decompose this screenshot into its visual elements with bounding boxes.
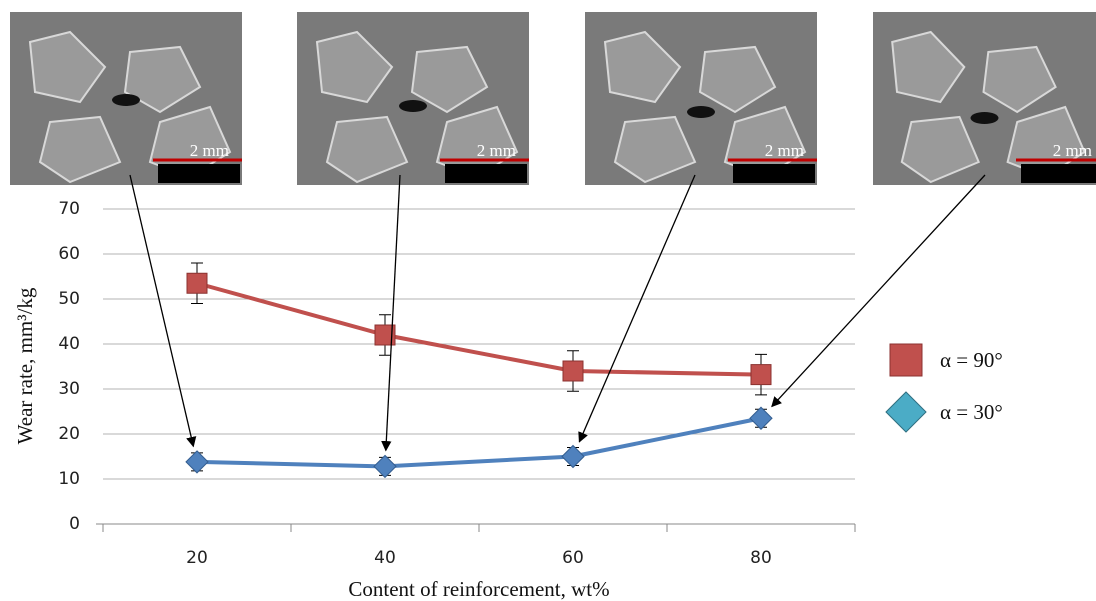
x-tick-label: 40: [374, 548, 396, 568]
data-point: [374, 455, 396, 477]
info-box: [733, 164, 815, 183]
pore: [687, 106, 715, 118]
data-point: [750, 407, 772, 429]
y-tick-label: 10: [58, 469, 80, 489]
y-tick-label: 20: [58, 424, 80, 444]
micrograph: 2 mm: [10, 12, 242, 185]
data-point: [187, 273, 207, 293]
arrow: [386, 175, 400, 450]
series-line: [197, 418, 761, 466]
legend-label: α = 90°: [940, 348, 1003, 372]
micrograph: 2 mm: [873, 12, 1096, 185]
x-tick-label: 60: [562, 548, 584, 568]
info-box: [445, 164, 527, 183]
data-point: [186, 451, 208, 473]
chart: Content of reinforcement, wt% Wear rate,…: [0, 0, 1096, 601]
y-tick-label: 70: [58, 199, 80, 219]
x-tick-label: 20: [186, 548, 208, 568]
data-point: [751, 365, 771, 385]
y-tick-label: 0: [69, 514, 80, 534]
pore: [399, 100, 427, 112]
pore: [112, 94, 140, 106]
micrograph: 2 mm: [297, 12, 529, 185]
x-axis-label: Content of reinforcement, wt%: [348, 577, 609, 601]
info-box: [1021, 164, 1096, 183]
x-tick-label: 80: [750, 548, 772, 568]
arrow: [130, 175, 193, 446]
y-tick-label: 50: [58, 289, 80, 309]
scale-label: 2 mm: [765, 141, 804, 160]
micrograph: 2 mm: [585, 12, 817, 185]
legend-item: α = 30°: [886, 392, 1003, 432]
y-axis-label: Wear rate, mm³/kg: [13, 287, 37, 444]
scale-label: 2 mm: [477, 141, 516, 160]
series-line: [197, 283, 761, 374]
data-point: [563, 361, 583, 381]
arrow: [579, 175, 695, 442]
y-tick-label: 40: [58, 334, 80, 354]
scale-label: 2 mm: [1053, 141, 1092, 160]
legend-marker: [886, 392, 926, 432]
legend-item: α = 90°: [890, 344, 1003, 376]
y-tick-label: 30: [58, 379, 80, 399]
scale-label: 2 mm: [190, 141, 229, 160]
legend-marker: [890, 344, 922, 376]
y-tick-label: 60: [58, 244, 80, 264]
data-point: [562, 446, 584, 468]
info-box: [158, 164, 240, 183]
legend-label: α = 30°: [940, 400, 1003, 424]
pore: [971, 112, 999, 124]
